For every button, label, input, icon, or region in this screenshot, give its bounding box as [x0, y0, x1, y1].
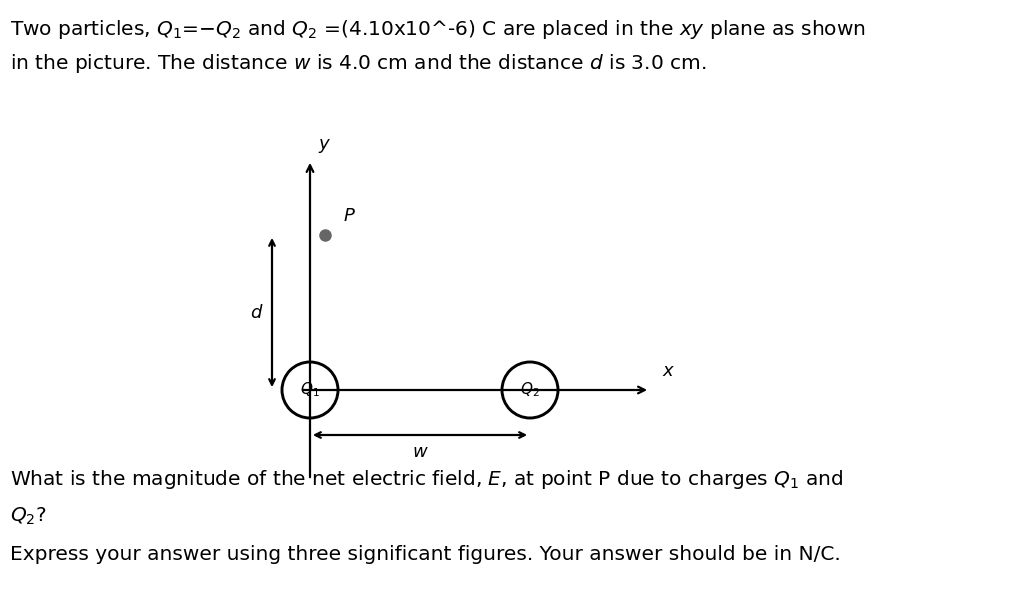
Text: $y$: $y$: [318, 137, 332, 155]
Text: in the picture. The distance $w$ is 4.0 cm and the distance $d$ is 3.0 cm.: in the picture. The distance $w$ is 4.0 …: [10, 52, 707, 75]
Text: Two particles, $Q_1$=$-Q_2$ and $Q_2$ =(4.10x10^-6) C are placed in the $xy$ pla: Two particles, $Q_1$=$-Q_2$ and $Q_2$ =(…: [10, 18, 866, 41]
Text: Express your answer using three significant figures. Your answer should be in N/: Express your answer using three signific…: [10, 545, 841, 564]
Text: $d$: $d$: [251, 304, 264, 322]
Text: What is the magnitude of the net electric field, $E$, at point P due to charges : What is the magnitude of the net electri…: [10, 468, 844, 491]
Text: $P$: $P$: [343, 207, 355, 225]
Text: $Q_2$: $Q_2$: [520, 381, 540, 399]
Text: $w$: $w$: [412, 443, 428, 461]
Text: $x$: $x$: [662, 362, 675, 380]
Text: $Q_1$: $Q_1$: [300, 381, 319, 399]
Text: $Q_2$?: $Q_2$?: [10, 506, 47, 527]
